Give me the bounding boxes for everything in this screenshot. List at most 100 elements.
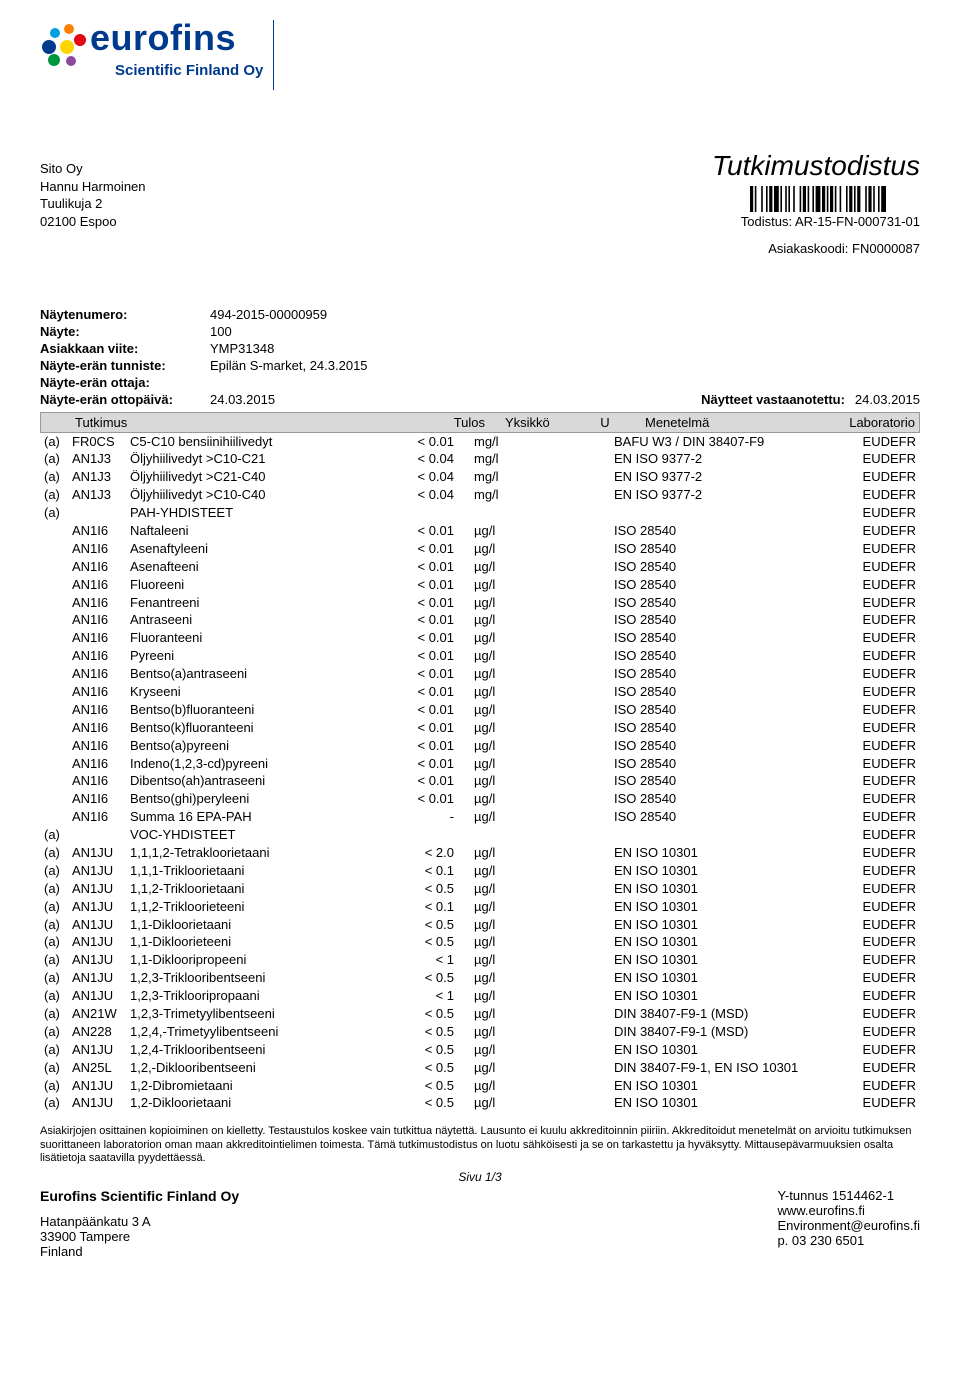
cell-result: -: [354, 809, 454, 826]
received-value: 24.03.2015: [855, 392, 920, 407]
cell-name: Dibentso(ah)antraseeni: [130, 773, 354, 790]
cell-unit: µg/l: [454, 809, 544, 826]
cell-accred: [44, 648, 72, 665]
cell-u: [544, 899, 604, 916]
cell-unit: µg/l: [454, 648, 544, 665]
meta-row: Näyte:100: [40, 323, 920, 340]
cell-code: AN228: [72, 1024, 130, 1041]
cell-method: EN ISO 10301: [604, 1078, 826, 1095]
cell-u: [544, 952, 604, 969]
title-addr-row: Sito OyHannu HarmoinenTuulikuja 202100 E…: [40, 90, 920, 256]
cell-code: AN1I6: [72, 612, 130, 629]
cell-accred: (a): [44, 934, 72, 951]
result-row: (a)AN1JU1,1-Diklooripropeeni< 1µg/lEN IS…: [40, 952, 920, 970]
cell-method: EN ISO 10301: [604, 952, 826, 969]
cell-code: AN1I6: [72, 702, 130, 719]
cell-lab: EUDEFR: [826, 738, 916, 755]
cell-unit: µg/l: [454, 612, 544, 629]
result-row: (a)AN1JU1,1-Dikloorietaani< 0.5µg/lEN IS…: [40, 916, 920, 934]
meta-value: 24.03.2015: [210, 392, 275, 407]
cell-method: DIN 38407-F9-1 (MSD): [604, 1006, 826, 1023]
cell-accred: (a): [44, 988, 72, 1005]
cell-method: DIN 38407-F9-1, EN ISO 10301: [604, 1060, 826, 1077]
cell-result: < 0.04: [354, 487, 454, 504]
cell-unit: µg/l: [454, 988, 544, 1005]
result-row: AN1I6Summa 16 EPA-PAH-µg/lISO 28540EUDEF…: [40, 809, 920, 827]
cell-result: < 0.01: [354, 648, 454, 665]
cell-method: EN ISO 10301: [604, 1095, 826, 1112]
result-row: AN1I6Asenafteeni< 0.01µg/lISO 28540EUDEF…: [40, 558, 920, 576]
cell-unit: µg/l: [454, 630, 544, 647]
cell-u: [544, 881, 604, 898]
recipient-line: 02100 Espoo: [40, 213, 146, 231]
cell-method: DIN 38407-F9-1 (MSD): [604, 1024, 826, 1041]
cell-lab: EUDEFR: [826, 899, 916, 916]
cell-result: < 0.01: [354, 684, 454, 701]
cell-lab: EUDEFR: [826, 917, 916, 934]
cell-code: AN1JU: [72, 845, 130, 862]
cell-u: [544, 612, 604, 629]
col-tutkimus: Tutkimus: [45, 415, 385, 430]
cell-unit: µg/l: [454, 845, 544, 862]
cell-u: [544, 630, 604, 647]
cell-lab: EUDEFR: [826, 684, 916, 701]
cell-lab: EUDEFR: [826, 952, 916, 969]
cell-code: AN1JU: [72, 1078, 130, 1095]
cell-accred: (a): [44, 1006, 72, 1023]
cell-method: ISO 28540: [604, 720, 826, 737]
result-row: (a)AN1JU1,2-Dibromietaani< 0.5µg/lEN ISO…: [40, 1077, 920, 1095]
cell-method: EN ISO 9377-2: [604, 469, 826, 486]
cell-u: [544, 648, 604, 665]
cell-code: AN1JU: [72, 863, 130, 880]
cell-result: [354, 827, 454, 844]
cell-unit: µg/l: [454, 1006, 544, 1023]
cell-method: ISO 28540: [604, 684, 826, 701]
result-row: (a)AN1JU1,2,3-Triklooribentseeni< 0.5µg/…: [40, 970, 920, 988]
customer-value: FN0000087: [852, 241, 920, 256]
result-row: AN1I6Naftaleeni< 0.01µg/lISO 28540EUDEFR: [40, 522, 920, 540]
cell-result: < 0.5: [354, 970, 454, 987]
cell-accred: (a): [44, 451, 72, 468]
cell-code: AN1I6: [72, 684, 130, 701]
cell-name: Indeno(1,2,3-cd)pyreeni: [130, 756, 354, 773]
cell-name: VOC-YHDISTEET: [130, 827, 354, 844]
results-table: (a)FR0CSC5-C10 bensiinihiilivedyt< 0.01m…: [40, 433, 920, 1113]
cell-lab: EUDEFR: [826, 1006, 916, 1023]
meta-label: Näytenumero:: [40, 307, 210, 322]
cell-lab: EUDEFR: [826, 541, 916, 558]
result-row: (a)FR0CSC5-C10 bensiinihiilivedyt< 0.01m…: [40, 433, 920, 451]
cell-code: AN1JU: [72, 934, 130, 951]
cell-name: Asenaftyleeni: [130, 541, 354, 558]
received-block: Näytteet vastaanotettu:24.03.2015: [701, 392, 920, 407]
cell-lab: EUDEFR: [826, 809, 916, 826]
cell-u: [544, 541, 604, 558]
cell-accred: (a): [44, 505, 72, 522]
cell-lab: EUDEFR: [826, 988, 916, 1005]
brand-sub: Scientific Finland Oy: [115, 62, 263, 79]
cell-unit: µg/l: [454, 559, 544, 576]
cell-method: EN ISO 9377-2: [604, 487, 826, 504]
meta-row: Näyte-erän tunniste:Epilän S-market, 24.…: [40, 357, 920, 374]
cell-lab: EUDEFR: [826, 1024, 916, 1041]
cell-code: AN1I6: [72, 523, 130, 540]
cell-u: [544, 1042, 604, 1059]
cell-lab: EUDEFR: [826, 666, 916, 683]
cell-method: ISO 28540: [604, 648, 826, 665]
sample-meta-block: Näytenumero:494-2015-00000959Näyte:100As…: [40, 306, 920, 408]
cell-accred: (a): [44, 845, 72, 862]
cell-accred: (a): [44, 899, 72, 916]
logo-divider: [273, 20, 274, 90]
cell-code: AN1JU: [72, 881, 130, 898]
cell-accred: (a): [44, 917, 72, 934]
cell-result: < 0.01: [354, 559, 454, 576]
cell-method: BAFU W3 / DIN 38407-F9: [604, 434, 826, 451]
cell-unit: mg/l: [454, 451, 544, 468]
cell-u: [544, 756, 604, 773]
cell-u: [544, 451, 604, 468]
cell-result: < 0.01: [354, 702, 454, 719]
document-page: eurofins Scientific Finland Oy Sito OyHa…: [0, 0, 960, 1289]
cell-code: AN1I6: [72, 773, 130, 790]
cell-lab: EUDEFR: [826, 934, 916, 951]
cell-u: [544, 988, 604, 1005]
cell-lab: EUDEFR: [826, 863, 916, 880]
